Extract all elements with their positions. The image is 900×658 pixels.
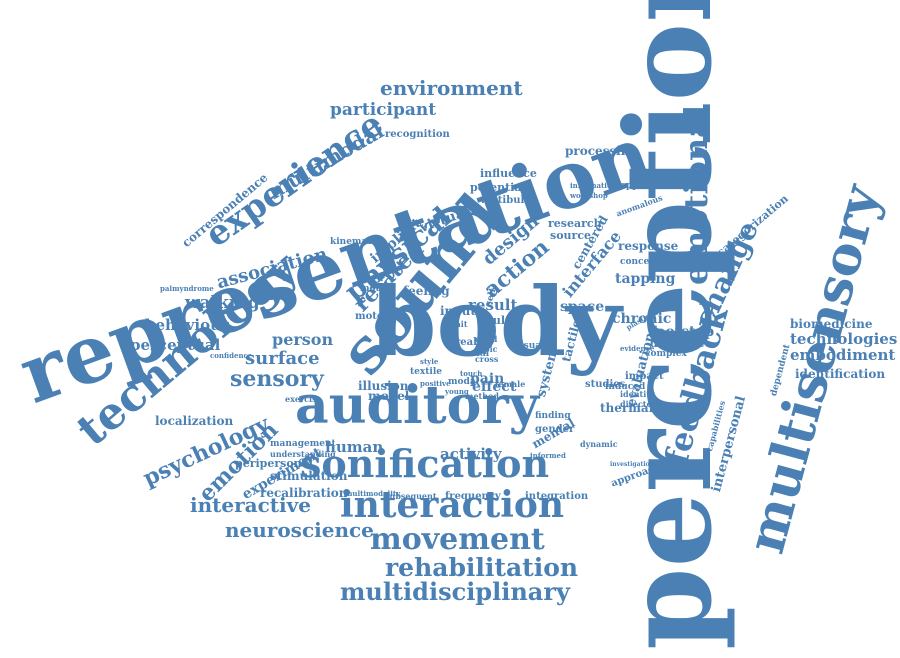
word-model: model — [368, 389, 410, 403]
word-chronic: chronic — [612, 311, 672, 327]
word-integration: integration — [525, 491, 589, 502]
word-social: social — [460, 349, 490, 359]
word-subsequent: subsequent — [385, 491, 437, 501]
word-result: result — [468, 296, 518, 314]
word-tapping: tapping — [615, 271, 676, 287]
word-young: young — [445, 387, 469, 396]
word-surface: surface — [245, 348, 320, 369]
word-motion: motion — [360, 284, 396, 294]
word-gait: gait — [450, 319, 468, 329]
word-different: different — [650, 337, 704, 350]
word-visual: visual — [515, 341, 545, 351]
word-evidence: evidence — [620, 344, 655, 353]
word-investigation: investigation — [610, 461, 654, 468]
word-multimodality: multimodality — [345, 489, 401, 498]
word-perceptual: perceptual — [130, 336, 221, 354]
word-workshop: workshop — [570, 191, 608, 200]
word-identification: identification — [795, 367, 886, 381]
word-effect: effect — [472, 379, 517, 395]
word-exercise: exercise — [285, 394, 322, 404]
word-thermal: thermal — [600, 401, 654, 415]
word-potential: potential — [470, 181, 526, 194]
word-gender: gender — [535, 424, 575, 435]
word-sensory: sensory — [230, 366, 324, 392]
word-kinematic: kinematic — [330, 237, 381, 247]
word-processing: processing — [565, 144, 638, 158]
word-cross: cross — [475, 354, 499, 364]
word-emotional: emotional — [677, 105, 715, 285]
word-reality: reality — [455, 337, 492, 348]
word-embodiment: embodiment — [790, 346, 896, 364]
word-child: child — [475, 334, 498, 344]
word-touch: touch — [460, 369, 483, 378]
word-finding: finding — [535, 411, 571, 421]
word-feeling: feeling — [403, 284, 450, 298]
word-female: female — [495, 379, 526, 389]
word-interactive: interactive — [190, 493, 311, 517]
word-behaviour: behaviour — [145, 316, 229, 334]
word-movement: movement — [370, 522, 545, 557]
word-modal: modal — [448, 377, 480, 387]
word-neuroscience: neuroscience — [225, 518, 374, 542]
word-biomedicine: biomedicine — [790, 317, 873, 331]
word-vestibular: vestibular — [480, 195, 537, 206]
word-influence: influence — [480, 167, 537, 180]
word-opportunities: opportunities — [620, 181, 689, 191]
word-interaction: interaction — [340, 484, 565, 526]
word-body: body — [370, 267, 622, 378]
word-multidisciplinary: multidisciplinary — [340, 577, 570, 606]
word-method: method — [465, 391, 499, 401]
word-directed: directed — [620, 399, 658, 409]
word-activity: activity — [440, 445, 502, 463]
word-topic: topic — [475, 344, 498, 354]
word-induced: induced — [605, 382, 646, 392]
word-participant: participant — [330, 100, 437, 120]
word-rehabilitation: rehabilitation — [385, 553, 579, 582]
word-complex: complex — [645, 349, 687, 359]
word-impact: impact — [625, 371, 664, 382]
word-dynamic: dynamic — [580, 439, 618, 449]
word-source: source — [550, 229, 592, 242]
word-auditory: auditory — [295, 375, 539, 436]
word-frequency: frequency — [445, 491, 501, 502]
word-peripersonal: peripersonal — [235, 457, 313, 470]
word-recalibration: recalibration — [260, 486, 348, 500]
word-research: research — [548, 217, 602, 230]
word-sonification: sonification — [300, 441, 550, 486]
word-palmyndrome: palmyndrome — [160, 284, 214, 293]
word-person: person — [272, 330, 334, 349]
word-response: response — [618, 239, 679, 253]
word-adult: adult — [478, 314, 511, 327]
word-motor: motor — [355, 311, 389, 322]
word-stimulation: stimulation — [270, 469, 348, 483]
word-positive: positive — [420, 379, 451, 388]
word-walking: walking — [185, 293, 260, 313]
word-footstep: footstep — [650, 324, 715, 340]
word-localization: localization — [155, 414, 234, 428]
word-illusion: illusion — [358, 379, 409, 393]
word-input: input — [440, 304, 476, 318]
word-studies: studies — [585, 379, 626, 390]
word-space: space — [560, 299, 605, 315]
word-management: management — [270, 439, 336, 449]
word-confidence: confidence — [210, 351, 253, 360]
word-technologies: technologies — [790, 330, 898, 348]
word-textile: textile — [410, 367, 442, 377]
word-understanding: understanding — [270, 449, 336, 459]
word-informed: informed — [530, 451, 566, 460]
word-environment: environment — [380, 76, 523, 100]
word-recognition: recognition — [385, 129, 450, 140]
word-pain: pain — [470, 371, 505, 387]
word-human: human — [325, 438, 384, 456]
word-concept: concept — [620, 257, 660, 267]
word-information: information — [570, 181, 617, 190]
word-style: style — [420, 357, 439, 366]
word-identity: identity — [620, 389, 655, 399]
